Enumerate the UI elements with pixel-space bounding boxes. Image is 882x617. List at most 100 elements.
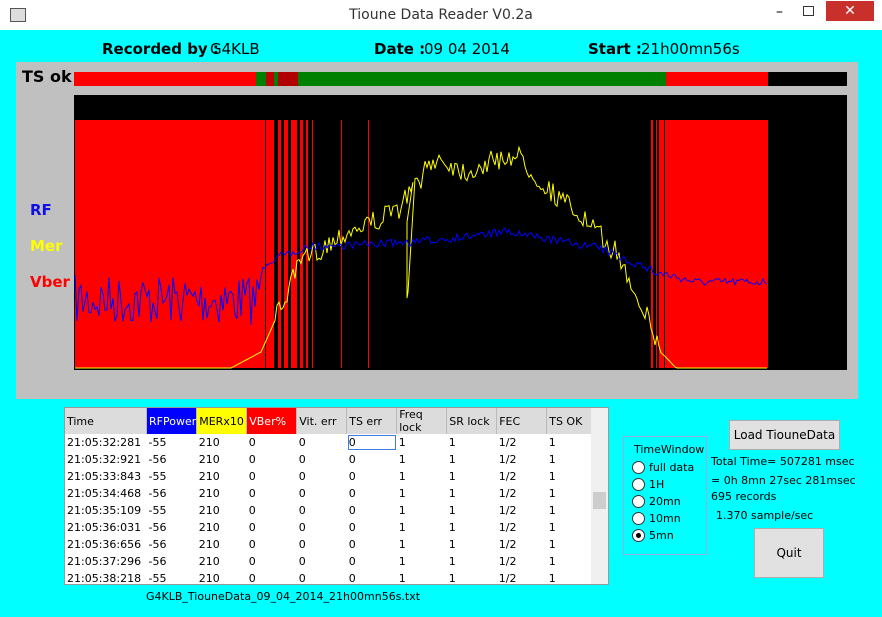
group-title: TimeWindow [634,443,705,456]
column-header: FEC [496,408,548,434]
cell: 0 [298,436,306,449]
vber-spike [291,120,297,368]
cell: -55 [148,470,167,483]
scrollbar[interactable] [591,408,608,584]
filename: G4KLB_TiouneData_09_04_2014_21h00mn56s.t… [146,590,421,603]
cell: 0 [348,538,356,551]
maximize-button[interactable] [803,6,814,16]
close-button[interactable]: ✕ [826,1,874,21]
data-row: 21:05:32:281 -55 210 0 0 0 1 1 1/2 1 [65,434,597,451]
radio-option[interactable]: full data [632,461,694,474]
cell: -56 [148,453,167,466]
cell: 1 [548,487,556,500]
cell: -56 [148,521,167,534]
cell: 1 [548,521,556,534]
cell: 1 [548,555,556,568]
cell: 0 [298,555,306,568]
cell: 210 [198,470,220,483]
grid-table: Time RFPower MERx10 VBer% Vit. err TS err Freq… [65,408,598,585]
cell: 0 [298,487,306,500]
rf-trace [74,227,768,325]
data-grid[interactable]: Time RFPower MERx10 VBer% Vit. err TS err Freq… [64,407,609,585]
cell: 1 [398,453,406,466]
ts-ok-label: TS ok [22,67,72,86]
cell: -55 [148,572,167,585]
cell: 1 [398,470,406,483]
cell: 0 [298,504,306,517]
cell: 21:05:34:468 [67,487,142,500]
cell: 21:05:35:109 [67,504,142,517]
stat-line: 1.370 sample/sec [716,509,814,522]
cell: 21:05:36:656 [67,538,142,551]
recorded-label: Recorded by : [102,40,219,58]
cell: 1 [398,538,406,551]
cell: 210 [198,572,220,585]
column-header: VBer% [246,408,298,434]
cell: 21:05:32:281 [67,436,142,449]
vber-spike [368,120,369,368]
radio-option[interactable]: 10mn [632,512,681,525]
cell: 1 [548,504,556,517]
cell: 1 [398,504,406,517]
cell: 0 [248,572,256,585]
ts-bar-red [266,72,274,86]
quit-button[interactable]: Quit [754,528,824,578]
window-title: Tioune Data Reader V0.2a [349,7,533,23]
rf-label: RF [30,201,52,219]
cell: 0 [348,555,356,568]
scroll-thumb[interactable] [593,492,606,509]
cell: 1 [548,470,556,483]
column-header: TS err [346,408,398,434]
chart-panel: TS ok RF Mer Vber [16,62,858,399]
radio-option[interactable]: 1H [632,478,664,491]
radio-label: 20mn [649,495,681,508]
load-button[interactable]: Load TiouneData [729,420,840,450]
cell: 210 [198,538,220,551]
column-header: Freq lock [396,408,448,434]
cell: 21:05:33:843 [67,470,142,483]
cell: 1 [548,436,556,449]
cell: 210 [198,521,220,534]
header-row: Time RFPower MERx10 VBer% Vit. err TS err Freq… [65,408,598,434]
cell: 1 [448,453,456,466]
radio-label: 1H [649,478,665,491]
cell: 1 [398,521,406,534]
cell: 1/2 [498,453,517,466]
ts-bar-red [278,72,298,86]
data-row: 21:05:36:031 -56 210 0 0 0 1 1 1/2 1 [65,519,597,536]
app-icon [10,8,26,22]
minimize-button[interactable]: – [776,4,783,20]
vber-block [75,120,265,368]
cell: 1 [448,538,456,551]
vber-spike [284,120,288,368]
cell: 1 [398,572,406,585]
cell: 1 [548,572,556,585]
ts-status-bar [74,72,847,86]
cell: 0 [298,521,306,534]
ts-bar-green [256,72,666,86]
cell: 0 [248,504,256,517]
vber-spike [659,120,662,368]
radio-label: 10mn [649,512,681,525]
recorded-value: G4KLB [210,40,260,58]
data-row: 21:05:38:218 -55 210 0 0 0 1 1 1/2 1 [65,570,597,585]
cell: 0 [348,453,356,466]
vber-label: Vber [30,273,71,291]
cell: 0 [298,572,306,585]
radio-option[interactable]: 20mn [632,495,681,508]
ts-bar-black [768,72,847,86]
vber-spike [278,120,281,368]
cell: -56 [148,487,167,500]
cell: -55 [148,436,167,449]
radio-circle [632,529,645,542]
cell: 0 [248,487,256,500]
radio-option[interactable]: 5mn [632,529,674,542]
cell: 1 [398,436,406,449]
cell: 1/2 [498,572,517,585]
cell: 0 [248,436,256,449]
cell: 21:05:38:218 [67,572,142,585]
radio-dot [636,533,641,538]
radio-circle [632,478,645,491]
vber-spike [266,120,274,368]
